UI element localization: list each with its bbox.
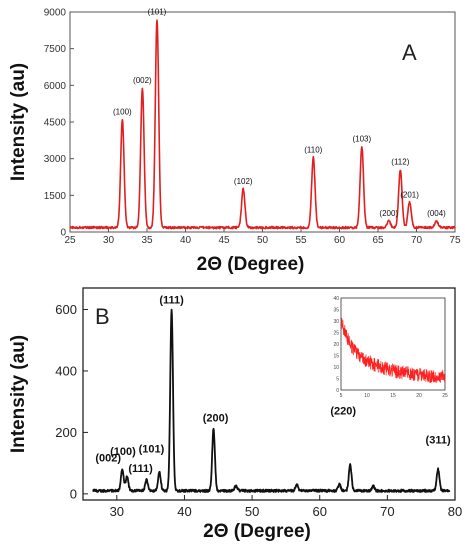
inset-x-tick-label: 10 [364,393,370,399]
panel-label-a: A [402,40,417,65]
x-axis-title-b: 2Θ (Degree) [203,521,311,542]
x-axis-title-a: 2Θ (Degree) [197,254,305,275]
y-tick-label: 4500 [44,118,67,129]
inset-y-tick-label: 40 [333,296,339,302]
x-tick-label: 50 [257,235,269,246]
inset-y-tick-label: 0 [336,388,339,394]
x-tick-label: 70 [411,235,423,246]
chart-b: 30 40 50 60 70 800200400600(002)(100)(111)(10… [8,287,462,542]
peak-label: (200) [379,209,398,218]
inset-y-tick-label: 15 [333,354,339,360]
peak-label: (110) [304,145,322,154]
inset-x-tick-label: 15 [390,393,396,399]
x-tick-label: 30 [110,504,124,519]
x-tick-label: 50 [245,504,259,519]
y-tick-label: 7500 [44,44,67,55]
xrd-series-b [92,308,451,493]
peak-label: (102) [234,177,253,186]
peak-label: (200) [203,412,229,424]
y-tick-label: 0 [60,228,66,239]
y-axis-title-b: Intensity (au) [8,335,29,453]
peak-label: (111) [128,463,153,475]
y-tick-label: 6000 [44,81,67,92]
inset-y-tick-label: 35 [333,308,339,314]
x-tick-label: 70 [380,504,394,519]
x-tick-label: 45 [218,235,230,246]
inset-y-tick-label: 5 [336,377,339,383]
y-tick-label: 9000 [44,8,67,19]
inset-series [340,317,446,383]
peak-label: (220) [330,406,356,418]
inset-y-tick-label: 20 [333,342,339,348]
y-tick-label: 200 [55,425,77,440]
y-tick-label: 0 [70,486,77,501]
peak-label: (100) [113,108,132,117]
peak-label: (002) [133,76,152,85]
peak-label: (101) [139,443,165,455]
inset-y-tick-label: 25 [333,331,339,337]
peak-label: (004) [427,209,446,218]
x-tick-label: 40 [177,504,191,519]
x-tick-label: 75 [449,235,461,246]
inset-x-tick-label: 20 [416,393,422,399]
y-tick-label: 400 [55,363,77,378]
x-tick-label: 60 [312,504,326,519]
xrd-series-a [69,19,456,230]
x-tick-label: 30 [103,235,115,246]
peak-label: (101) [148,7,167,16]
x-tick-label: 40 [180,235,192,246]
panel-label-b: B [95,304,110,329]
peak-label: (100) [110,446,136,458]
inset-x-tick-label: 5 [340,393,343,399]
x-tick-label: 65 [372,235,384,246]
peak-label: (311) [426,434,451,446]
chart-a: 25 30 35 40 45 50 55 60 65 70 75 0 1500 3000 4500 6000 7… [8,7,461,275]
peak-label: (103) [352,134,371,143]
y-tick-label: 600 [55,302,77,317]
plot-frame-a [69,11,456,233]
inset-x-tick-label: 25 [442,393,448,399]
peak-label: (112) [391,158,409,167]
x-tick-label: 55 [295,235,307,246]
y-axis-title-a: Intensity (au) [8,63,29,181]
y-tick-label: 3000 [44,154,67,165]
inset-y-tick-label: 10 [333,365,339,371]
inset-frame [340,297,446,391]
plot-frame-b [82,287,456,501]
peak-label: (201) [400,191,419,200]
peak-label: (111) [159,295,184,307]
x-tick-label: 25 [64,235,76,246]
y-tick-label: 1500 [44,191,67,202]
x-tick-label: 35 [141,235,153,246]
x-tick-label: 80 [448,504,462,519]
inset-y-tick-label: 30 [333,319,339,325]
x-tick-label: 60 [334,235,346,246]
peak-label: (002) [95,452,121,464]
